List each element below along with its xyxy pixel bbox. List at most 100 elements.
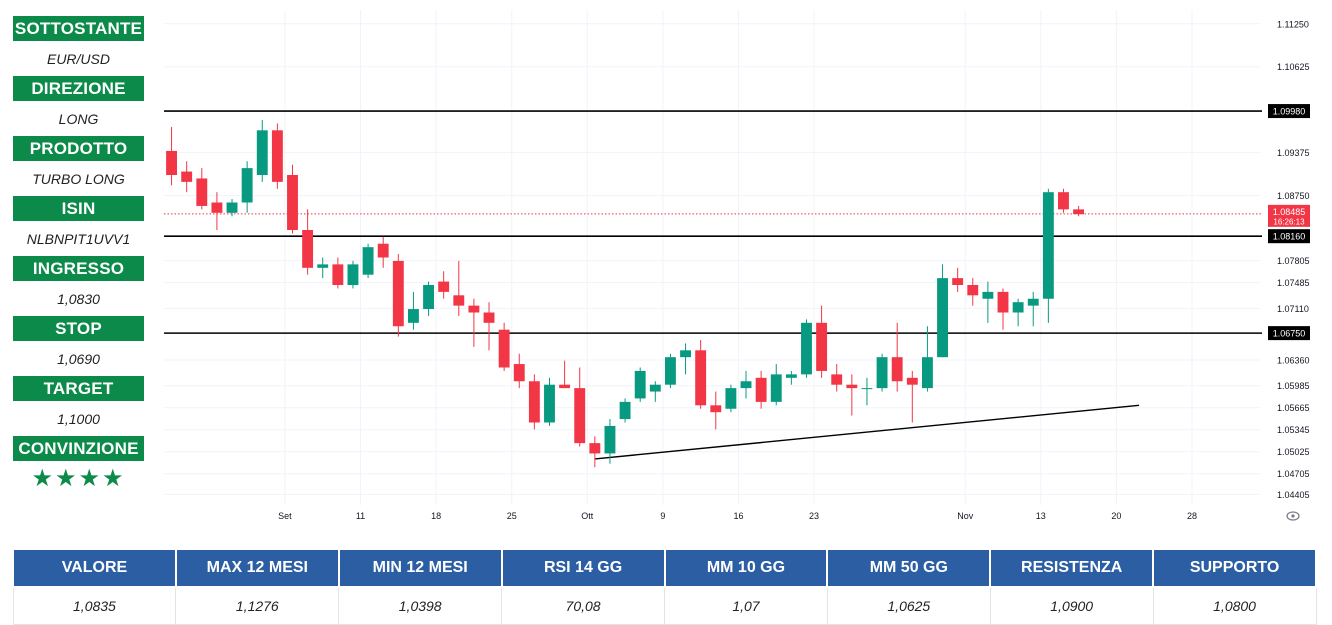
y-tick-label: 1.07805 xyxy=(1277,256,1310,266)
y-tick-label: 1.05025 xyxy=(1277,447,1310,457)
candle xyxy=(256,120,268,182)
candle-body xyxy=(317,264,329,268)
current-price-tag xyxy=(1268,204,1310,227)
candlestick-series xyxy=(166,120,1085,468)
candle xyxy=(241,161,253,213)
candle xyxy=(1012,298,1024,327)
y-tick-label: 1.05665 xyxy=(1277,403,1310,413)
current-price-label: 1.08485 xyxy=(1273,207,1306,217)
candle-body xyxy=(271,130,283,182)
candle xyxy=(407,291,419,330)
candle xyxy=(801,319,812,378)
y-tick-label: 1.08750 xyxy=(1277,191,1310,201)
candle xyxy=(619,398,631,423)
table-cell: 1,0900 xyxy=(989,586,1154,625)
candle-body xyxy=(1073,209,1085,215)
candle-body xyxy=(831,374,843,385)
candle xyxy=(559,360,571,389)
candle xyxy=(725,384,737,413)
candle-body xyxy=(861,388,873,390)
sidebar-value-target: 1,1000 xyxy=(57,410,100,427)
candle-body xyxy=(967,285,979,296)
candle-body xyxy=(982,291,994,299)
candle xyxy=(604,419,616,464)
price-chart: 1.11250 1.10625 1.09375 1.08750 1.07805 1.074… xyxy=(164,10,1310,521)
candle-body xyxy=(241,168,253,203)
y-tick-label: 1.11250 xyxy=(1277,19,1309,29)
y-tick-label: 1.04405 xyxy=(1277,490,1310,500)
y-tick-label: 1.05345 xyxy=(1277,425,1310,435)
sidebar-value-isin: NLBNPIT1UVV1 xyxy=(26,230,131,247)
candle xyxy=(785,370,797,385)
candle-body xyxy=(710,405,722,413)
candle xyxy=(211,192,223,230)
level-price-label: 1.09980 xyxy=(1273,107,1306,117)
candle xyxy=(982,281,994,323)
candle-body xyxy=(392,260,404,327)
time-axis: Set 11 18 25 Ott 9 16 23 Nov 13 20 28 xyxy=(278,511,1197,521)
candle-body xyxy=(725,388,737,409)
countdown-label: 16:26:13 xyxy=(1273,217,1305,226)
table-header-cell: MIN 12 MESI xyxy=(337,548,503,588)
candle-body xyxy=(876,357,888,389)
y-tick-label: 1.10625 xyxy=(1277,62,1310,72)
candle xyxy=(664,353,676,389)
candle xyxy=(876,353,888,392)
x-tick-label: 25 xyxy=(507,511,517,521)
candle-body xyxy=(226,202,238,213)
y-tick-label: 1.07485 xyxy=(1277,278,1310,288)
candle xyxy=(317,257,329,279)
candle xyxy=(1042,188,1054,323)
candle xyxy=(861,377,873,406)
level-price-tag xyxy=(1268,326,1310,341)
candle xyxy=(392,254,404,337)
candle xyxy=(362,243,374,279)
candle-body xyxy=(574,388,586,444)
x-tick-label: 20 xyxy=(1111,511,1121,521)
x-tick-label: Ott xyxy=(581,511,594,521)
candle-body xyxy=(1042,192,1054,299)
candle xyxy=(891,322,903,392)
candle-body xyxy=(770,374,782,402)
table-cell: 1,0625 xyxy=(826,586,991,625)
candle-body xyxy=(528,381,540,423)
candle xyxy=(1058,188,1069,213)
candle-body xyxy=(287,175,298,230)
table-header-cell: MM 50 GG xyxy=(826,548,992,588)
candle xyxy=(589,436,601,468)
candle-body xyxy=(634,370,646,399)
candle xyxy=(921,326,933,392)
candle xyxy=(846,374,858,416)
candle-body xyxy=(952,278,964,285)
candle xyxy=(377,236,389,268)
candle xyxy=(332,257,344,289)
table-header-cell: MM 10 GG xyxy=(663,548,829,588)
candle xyxy=(287,164,298,234)
sidebar-label-target: TARGET xyxy=(12,375,145,402)
level-price-tag xyxy=(1268,229,1310,244)
candle xyxy=(831,364,843,392)
x-tick-label: 13 xyxy=(1036,511,1046,521)
settings-eye-icon[interactable] xyxy=(1286,511,1300,521)
candle xyxy=(1027,291,1039,327)
sidebar-value-stop: 1,0690 xyxy=(57,350,100,367)
candle-body xyxy=(1012,302,1024,313)
table-header-cell: VALORE xyxy=(12,548,177,588)
candle-body xyxy=(695,350,707,406)
candle xyxy=(1073,205,1085,217)
x-tick-label: 9 xyxy=(660,511,665,521)
y-tick-label: 1.06360 xyxy=(1277,355,1310,365)
candle-body xyxy=(1027,298,1039,306)
candle-body xyxy=(937,278,948,358)
level-price-tag xyxy=(1268,104,1310,119)
table-header-cell: SUPPORTO xyxy=(1152,548,1317,588)
candle-body xyxy=(801,322,812,375)
sidebar-label-sottostante: SOTTOSTANTE xyxy=(12,15,145,42)
table-header-cell: MAX 12 MESI xyxy=(174,548,340,588)
candle-body xyxy=(740,381,752,389)
candle xyxy=(755,370,767,409)
candle xyxy=(423,281,434,316)
x-tick-label: 23 xyxy=(809,511,819,521)
candle-body xyxy=(302,230,314,268)
candle-body xyxy=(181,171,193,182)
